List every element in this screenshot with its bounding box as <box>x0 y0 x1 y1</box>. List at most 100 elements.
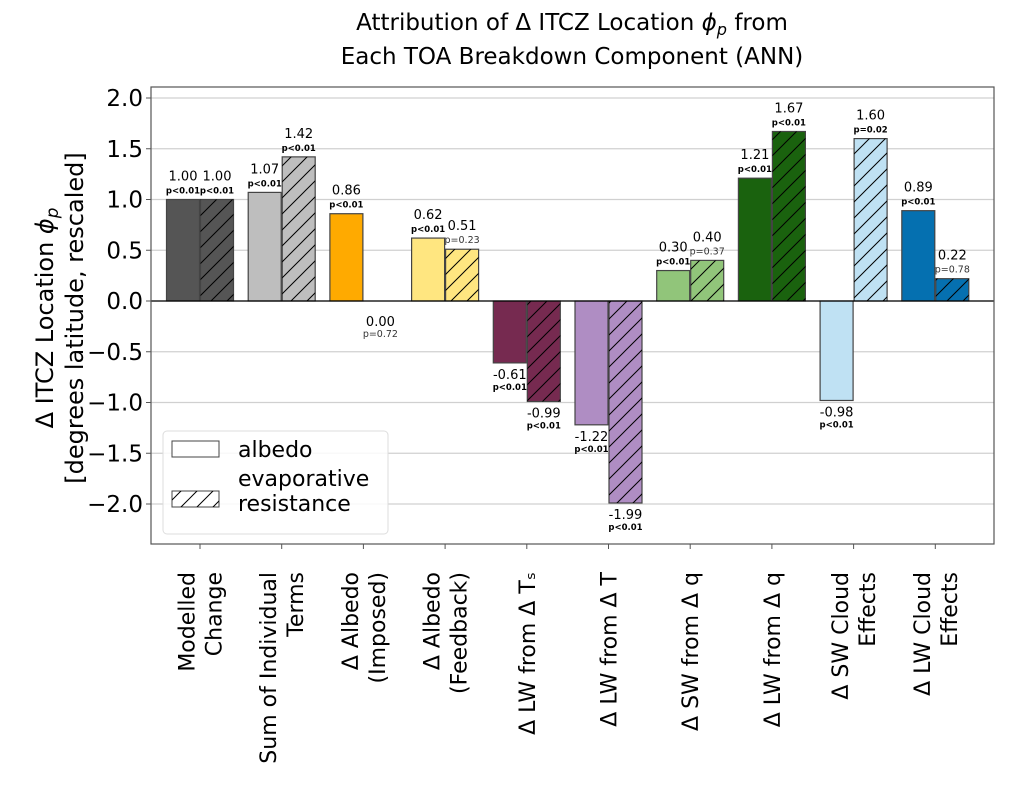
chart-title-line: Each TOA Breakdown Component (ANN) <box>341 44 804 70</box>
bar-albedo <box>574 300 609 426</box>
x-tick-label: Δ LW Cloud <box>911 572 936 696</box>
bar-albedo <box>492 300 527 364</box>
x-tick-label: Δ Albedo <box>339 572 364 670</box>
y-tick-label: −0.5 <box>87 340 143 366</box>
value-label: -0.98 <box>820 405 854 420</box>
y-tick-label: 1.0 <box>106 188 143 214</box>
value-label: 0.00 <box>366 315 395 330</box>
bar-albedo <box>165 198 201 302</box>
p-value-label: p<0.01 <box>493 383 527 393</box>
bar-albedo <box>329 213 364 302</box>
x-axis-ticks: Modelled Change Sum of Individual Terms Δ Al… <box>176 544 963 764</box>
p-value-label: p<0.01 <box>656 258 690 268</box>
bar-hatch <box>200 199 234 301</box>
p-value-label: p<0.01 <box>166 187 200 197</box>
y-tick-label: 0.0 <box>106 289 143 315</box>
value-label: 1.67 <box>774 101 803 116</box>
y-axis-label-line: Δ ITCZ Location ϕp <box>31 208 62 429</box>
legend-label: resistance <box>238 492 351 517</box>
bar-hatch <box>609 301 642 503</box>
x-tick-label: Δ LW from Δ q <box>761 572 786 727</box>
p-value-label: p<0.01 <box>200 187 234 197</box>
value-label: 1.07 <box>250 162 279 177</box>
x-tick-label: Effects <box>938 572 963 647</box>
value-label: 1.00 <box>169 170 198 185</box>
value-label: -1.22 <box>575 430 609 445</box>
bar-hatch <box>445 249 479 301</box>
p-value-label: p<0.01 <box>329 201 363 211</box>
x-tick-label: Δ Albedo <box>421 572 446 670</box>
y-axis-label-line: [degrees latitude, rescaled] <box>61 152 89 483</box>
p-value-label: p<0.01 <box>738 165 772 175</box>
y-tick-label: 1.5 <box>106 137 143 163</box>
x-tick-label: Δ SW from Δ q <box>679 572 704 731</box>
bar-albedo <box>247 191 282 302</box>
value-label: 1.60 <box>856 109 885 124</box>
p-value-label: p<0.01 <box>772 118 806 128</box>
x-tick-label: Terms <box>284 572 309 638</box>
p-value-label: p=0.02 <box>854 126 888 136</box>
y-tick-label: 0.5 <box>106 238 143 264</box>
bar-hatch <box>935 278 969 301</box>
value-label: 1.21 <box>740 148 769 163</box>
value-label: 1.42 <box>284 127 313 142</box>
bars <box>165 130 970 504</box>
p-value-label: p<0.01 <box>820 420 854 430</box>
x-tick-label: Effects <box>856 572 881 647</box>
bar-hatch <box>854 138 888 301</box>
bar-albedo <box>901 210 936 302</box>
legend-swatch-plain <box>171 440 220 458</box>
p-value-label: p=0.37 <box>690 246 725 257</box>
y-tick-label: 2.0 <box>106 86 143 112</box>
y-tick-label: −1.0 <box>87 391 143 417</box>
legend-swatch-hatch <box>172 491 219 507</box>
value-label: 1.00 <box>203 170 232 185</box>
bar-hatch <box>527 301 561 402</box>
y-tick-label: −1.5 <box>87 441 143 467</box>
bar-albedo <box>656 269 691 302</box>
p-value-label: p<0.01 <box>574 445 608 455</box>
plot-frame <box>150 86 995 545</box>
value-label: 0.51 <box>448 219 477 234</box>
x-tick-label: Sum of Individual <box>257 572 282 764</box>
p-value-label: p=0.72 <box>363 329 398 340</box>
p-value-label: p<0.01 <box>282 144 316 154</box>
x-tick-label: Δ SW Cloud <box>829 572 854 700</box>
p-value-label: p<0.01 <box>901 198 935 208</box>
legend-label: albedo <box>238 438 313 463</box>
value-label: -0.61 <box>493 368 527 383</box>
x-tick-label: Change <box>203 572 228 656</box>
bar-hatch <box>772 131 806 301</box>
bar-albedo <box>819 300 854 402</box>
y-axis-ticks: 2.0 1.5 1.0 0.5 0.0 −0.5 −1.0 −1.5 −2.0 <box>87 86 151 518</box>
value-label: 0.30 <box>659 241 688 256</box>
bar-albedo <box>737 177 773 302</box>
x-tick-label: Δ LW from Δ Tₛ <box>516 572 541 735</box>
value-label: 0.40 <box>693 230 722 245</box>
x-tick-label: (Feedback) <box>448 572 473 694</box>
chart-title: Attribution of Δ ITCZ Location ϕp from Ea… <box>341 10 804 70</box>
value-label: 0.86 <box>332 184 361 199</box>
y-axis-label: Δ ITCZ Location ϕp [degrees latitude, res… <box>31 152 89 483</box>
value-labels: 1.00p<0.011.00p<0.011.07p<0.011.42p<0.01… <box>166 101 970 532</box>
p-value-label: p=0.23 <box>445 235 480 246</box>
value-label: -0.99 <box>527 406 561 421</box>
p-value-label: p<0.01 <box>411 225 445 235</box>
x-tick-label: Δ LW from Δ T <box>598 571 623 726</box>
chart-title-line: Attribution of Δ ITCZ Location ϕp from <box>356 10 788 39</box>
y-tick-label: −2.0 <box>87 492 143 518</box>
value-label: 0.22 <box>938 249 967 264</box>
p-value-label: p=0.78 <box>935 265 970 276</box>
value-label: -1.99 <box>609 508 643 523</box>
bar-hatch <box>282 156 316 301</box>
value-label: 0.62 <box>414 208 443 223</box>
p-value-label: p<0.01 <box>608 523 642 533</box>
legend-label: evaporative <box>238 467 369 492</box>
bar-hatch <box>690 260 724 301</box>
bar-albedo <box>411 237 446 302</box>
value-label: 0.89 <box>904 181 933 196</box>
p-value-label: p<0.01 <box>527 421 561 431</box>
x-tick-label: Modelled <box>176 572 201 672</box>
